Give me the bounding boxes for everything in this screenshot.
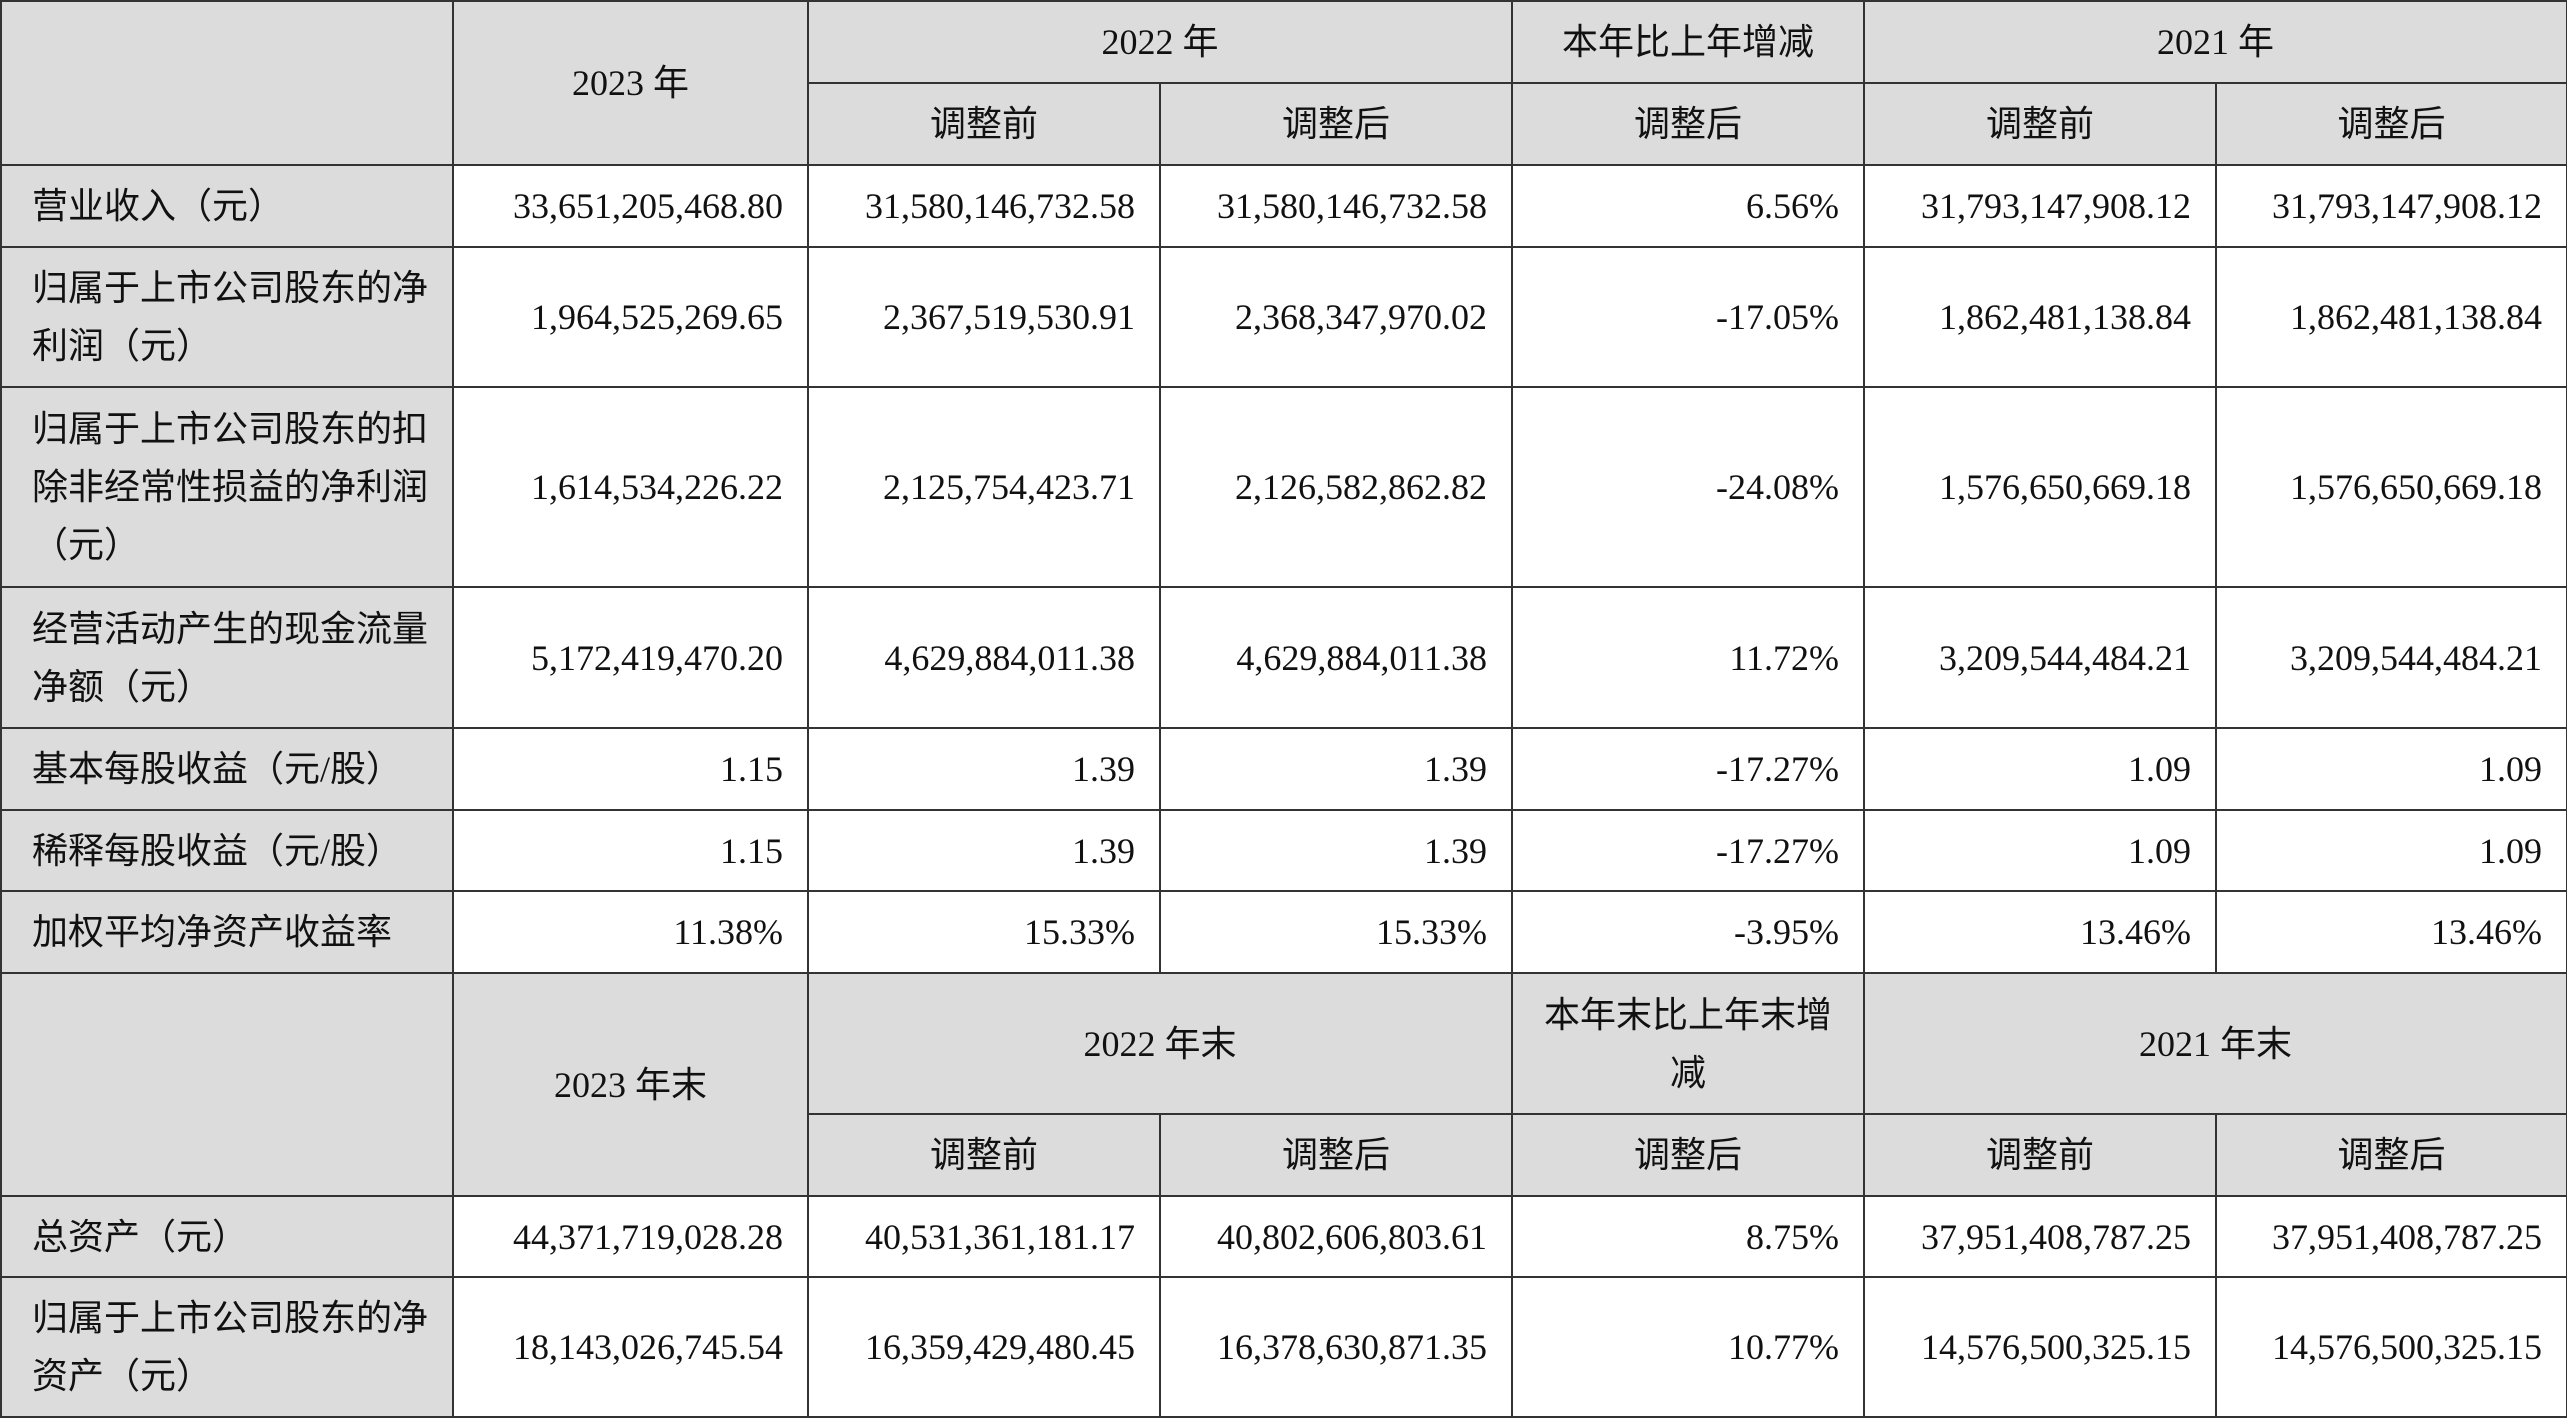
header-2021-end-after: 调整后	[2215, 1113, 2567, 1197]
value-2021-after: 1,862,481,138.84	[2215, 246, 2567, 388]
value-2022-after: 31,580,146,732.58	[1158, 164, 1514, 248]
header-2021-before: 调整前	[1863, 82, 2218, 166]
row-label: 归属于上市公司股东的净资产（元）	[0, 1276, 454, 1418]
header-year-end-2021: 2021 年末	[1863, 972, 2567, 1115]
value-2021-after: 31,793,147,908.12	[2215, 164, 2567, 248]
header-yoy-end-change: 本年末比上年末增减	[1511, 972, 1866, 1115]
value-2023: 18,143,026,745.54	[452, 1276, 809, 1418]
value-2022-before: 40,531,361,181.17	[807, 1195, 1161, 1278]
value-2021-before: 1.09	[1863, 727, 2218, 811]
value-2021-after: 13.46%	[2215, 890, 2567, 974]
header-2022-end-after: 调整后	[1158, 1113, 1514, 1197]
value-2022-after: 1.39	[1158, 727, 1514, 811]
table-row: 基本每股收益（元/股） 1.15 1.39 1.39 -17.27% 1.09 …	[0, 727, 2567, 811]
value-2022-before: 2,125,754,423.71	[807, 386, 1161, 588]
row-label: 总资产（元）	[0, 1195, 454, 1278]
value-2023: 1,964,525,269.65	[452, 246, 809, 388]
value-2021-after: 1,576,650,669.18	[2215, 386, 2567, 588]
value-change: 10.77%	[1511, 1276, 1866, 1418]
value-2022-before: 1.39	[807, 727, 1161, 811]
value-2022-after: 40,802,606,803.61	[1158, 1195, 1514, 1278]
header-2022-after: 调整后	[1158, 82, 1514, 166]
table-row: 加权平均净资产收益率 11.38% 15.33% 15.33% -3.95% 1…	[0, 890, 2567, 974]
table-row: 归属于上市公司股东的扣除非经常性损益的净利润（元） 1,614,534,226.…	[0, 386, 2567, 588]
value-2023: 44,371,719,028.28	[452, 1195, 809, 1278]
value-change: 6.56%	[1511, 164, 1866, 248]
header-corner-cell	[0, 0, 454, 166]
value-2021-before: 3,209,544,484.21	[1863, 586, 2218, 729]
header-2022: 2022 年	[806, 0, 1514, 84]
value-2023: 33,651,205,468.80	[452, 164, 809, 248]
header-year-end-2022: 2022 年末	[806, 972, 1514, 1115]
value-2022-after: 15.33%	[1158, 890, 1514, 974]
value-2023: 5,172,419,470.20	[452, 586, 809, 729]
row-label: 基本每股收益（元/股）	[0, 727, 454, 811]
table-row: 总资产（元） 44,371,719,028.28 40,531,361,181.…	[0, 1195, 2567, 1278]
value-change: -3.95%	[1511, 890, 1866, 974]
row-label: 营业收入（元）	[0, 164, 454, 248]
header-2022-before: 调整前	[807, 82, 1161, 166]
row-label: 稀释每股收益（元/股）	[0, 809, 454, 892]
header-2021-after: 调整后	[2215, 82, 2567, 166]
value-2022-after: 2,126,582,862.82	[1158, 386, 1514, 588]
header-change-after: 调整后	[1511, 82, 1866, 166]
value-2021-before: 1,862,481,138.84	[1863, 246, 2218, 388]
value-change: 11.72%	[1511, 586, 1866, 729]
value-2021-after: 3,209,544,484.21	[2215, 586, 2567, 729]
value-2023: 1.15	[452, 809, 809, 892]
value-2021-before: 1,576,650,669.18	[1863, 386, 2218, 588]
value-2022-after: 2,368,347,970.02	[1158, 246, 1514, 388]
value-2021-after: 37,951,408,787.25	[2215, 1195, 2567, 1278]
value-change: -24.08%	[1511, 386, 1866, 588]
value-2021-after: 1.09	[2215, 727, 2567, 811]
value-2022-after: 1.39	[1158, 809, 1514, 892]
header-year-end-2023: 2023 年末	[452, 972, 809, 1197]
value-2021-before: 1.09	[1863, 809, 2218, 892]
header-2021: 2021 年	[1863, 0, 2567, 84]
value-2021-before: 14,576,500,325.15	[1863, 1276, 2218, 1418]
row-label: 经营活动产生的现金流量净额（元）	[0, 586, 454, 729]
income-header-row-1: 2023 年 2022 年 本年比上年增减 2021 年	[0, 0, 2567, 166]
income-header-row-2: 调整前 调整后 调整后 调整前 调整后	[1, 82, 2567, 166]
row-label: 归属于上市公司股东的净利润（元）	[0, 246, 454, 388]
header-yoy-change: 本年比上年增减	[1511, 0, 1866, 84]
header-2021-end-before: 调整前	[1863, 1113, 2218, 1197]
value-2021-before: 13.46%	[1863, 890, 2218, 974]
value-2021-before: 37,951,408,787.25	[1863, 1195, 2218, 1278]
value-2022-before: 1.39	[807, 809, 1161, 892]
value-2021-before: 31,793,147,908.12	[1863, 164, 2218, 248]
value-change: -17.27%	[1511, 809, 1866, 892]
value-2023: 11.38%	[452, 890, 809, 974]
value-2022-after: 16,378,630,871.35	[1158, 1276, 1514, 1418]
value-2022-before: 31,580,146,732.58	[807, 164, 1161, 248]
header-corner-cell	[0, 972, 454, 1197]
table-row: 营业收入（元） 33,651,205,468.80 31,580,146,732…	[0, 164, 2567, 248]
value-2021-after: 14,576,500,325.15	[2215, 1276, 2567, 1418]
table-row: 归属于上市公司股东的净利润（元） 1,964,525,269.65 2,367,…	[0, 246, 2567, 388]
value-change: -17.05%	[1511, 246, 1866, 388]
header-end-change-after: 调整后	[1511, 1113, 1866, 1197]
balance-header-row-2: 调整前 调整后 调整后 调整前 调整后	[1, 1113, 2567, 1197]
table-row: 稀释每股收益（元/股） 1.15 1.39 1.39 -17.27% 1.09 …	[0, 809, 2567, 892]
value-change: 8.75%	[1511, 1195, 1866, 1278]
value-2022-before: 4,629,884,011.38	[807, 586, 1161, 729]
value-2022-before: 2,367,519,530.91	[807, 246, 1161, 388]
value-2023: 1,614,534,226.22	[452, 386, 809, 588]
value-2022-after: 4,629,884,011.38	[1158, 586, 1514, 729]
row-label: 加权平均净资产收益率	[0, 890, 454, 974]
table-row: 经营活动产生的现金流量净额（元） 5,172,419,470.20 4,629,…	[0, 586, 2567, 729]
value-change: -17.27%	[1511, 727, 1866, 811]
value-2023: 1.15	[452, 727, 809, 811]
balance-header-row-1: 2023 年末 2022 年末 本年末比上年末增减 2021 年末	[0, 972, 2567, 1197]
header-2023: 2023 年	[452, 0, 809, 166]
value-2022-before: 15.33%	[807, 890, 1161, 974]
table-row: 归属于上市公司股东的净资产（元） 18,143,026,745.54 16,35…	[0, 1276, 2567, 1418]
header-2022-end-before: 调整前	[807, 1113, 1161, 1197]
value-2022-before: 16,359,429,480.45	[807, 1276, 1161, 1418]
value-2021-after: 1.09	[2215, 809, 2567, 892]
row-label: 归属于上市公司股东的扣除非经常性损益的净利润（元）	[0, 386, 454, 588]
